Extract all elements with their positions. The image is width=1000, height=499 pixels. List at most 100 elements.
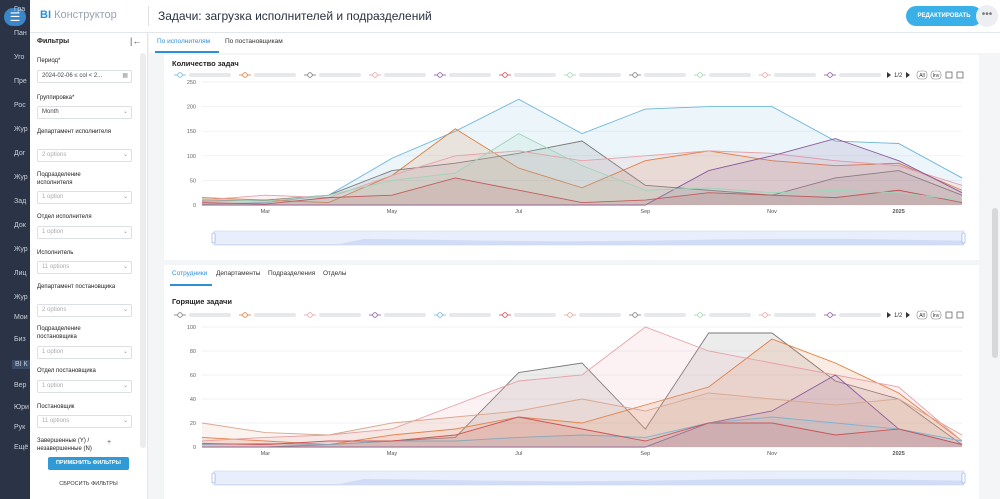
legend-next-icon[interactable] [906, 72, 910, 78]
series-line[interactable] [202, 138, 963, 206]
legend-prev-icon[interactable] [887, 312, 891, 318]
y-tick-label: 0 [193, 203, 196, 209]
legend-label-blur [644, 73, 686, 77]
filters-scrollbar[interactable] [140, 53, 146, 448]
tab-underline [170, 284, 212, 286]
nav-item[interactable]: Дог [14, 150, 26, 157]
zoom-handle-right[interactable] [961, 232, 966, 244]
nav-item[interactable]: Вер [14, 382, 27, 389]
nav-item[interactable]: Жур [14, 174, 28, 181]
series-line[interactable] [201, 416, 963, 446]
legend-next-icon[interactable] [906, 312, 910, 318]
otdel-setter-select[interactable]: 1 option ⌄ [37, 380, 132, 393]
legend-marker [177, 72, 183, 78]
period-field[interactable]: 2024-02-06 ≤ col < 2... ▦ [37, 70, 132, 83]
legend-marker [372, 312, 378, 318]
nav-item[interactable]: Юри [14, 404, 29, 411]
series-line[interactable] [202, 374, 963, 448]
nav-item[interactable]: Мои [14, 314, 28, 321]
legend-inv-button[interactable] [930, 310, 942, 320]
sub-setter-value: 1 option [42, 349, 64, 355]
nav-item[interactable]: Жур [14, 294, 28, 301]
zoom-icon[interactable] [945, 311, 953, 319]
legend-all-button[interactable] [916, 310, 928, 320]
nav-item[interactable]: Зад [14, 198, 27, 205]
legend-label-blur [384, 73, 426, 77]
nav-item[interactable]: Пан [14, 30, 27, 37]
zoom-handle-left[interactable] [211, 232, 216, 244]
x-tick-label: Nov [767, 209, 777, 215]
dept-setter-select[interactable]: 2 options ⌄ [37, 304, 132, 317]
sub-setter-select[interactable]: 1 option ⌄ [37, 346, 132, 359]
tab-departments[interactable]: Департаменты [216, 270, 261, 277]
chart-burning-tasks[interactable]: 0 20 40 60 80 100 Mar May Jul Sep Nov 2025 1/2 All Inv [164, 265, 979, 499]
more-icon[interactable]: ••• [976, 5, 998, 27]
page-title[interactable]: Задачи: загрузка исполнителей и подразде… [158, 9, 432, 23]
tab-by-executors[interactable]: По исполнителям [157, 38, 211, 45]
legend-marker [502, 312, 508, 318]
legend-inv-label: Inv [933, 313, 940, 319]
series-area [202, 150, 962, 205]
period-label: Период* [37, 58, 61, 64]
series-line[interactable] [201, 133, 963, 202]
series-line[interactable] [201, 416, 963, 446]
main-scrollbar[interactable] [992, 208, 998, 358]
legend-all-button[interactable] [916, 70, 928, 80]
nav-item[interactable]: Рук [14, 424, 26, 431]
y-tick-label: 40 [190, 397, 196, 403]
logo[interactable]: BI Конструктор [40, 9, 117, 21]
y-tick-label: 80 [190, 349, 196, 355]
nav-item[interactable]: Док [14, 222, 26, 229]
nav-item[interactable]: Уго [14, 54, 25, 61]
series-line[interactable] [201, 128, 963, 203]
tab-employees[interactable]: Сотрудники [172, 270, 208, 277]
edit-button[interactable]: РЕДАКТИРОВАТЬ [906, 6, 982, 26]
reset-filters-button[interactable]: СБРОСИТЬ ФИЛЬТРЫ [59, 481, 118, 487]
filters-title: Фильтры [37, 38, 70, 45]
series-line[interactable] [201, 392, 963, 436]
tab-subdivisions[interactable]: Подразделения [268, 270, 316, 277]
series-line[interactable] [201, 177, 963, 205]
zoom-icon[interactable] [945, 71, 953, 79]
collapse-icon[interactable]: |← [130, 36, 142, 46]
restore-icon[interactable] [956, 311, 964, 319]
nav-item[interactable]: Гра [14, 6, 26, 13]
nav-item[interactable]: Лиц [14, 270, 27, 277]
nav-item[interactable]: Ещё [14, 444, 29, 451]
sub-exec-select[interactable]: 1 option ⌄ [37, 191, 132, 204]
setter-select[interactable]: 11 options ⌄ [37, 415, 132, 428]
plus-icon[interactable]: + [107, 439, 112, 446]
nav-item[interactable]: Жур [14, 126, 28, 133]
calendar-icon[interactable]: ▦ [122, 73, 128, 79]
menu-icon[interactable]: ☰ [4, 8, 26, 26]
chevron-down-icon: ⌄ [122, 349, 128, 355]
nav-item[interactable]: BI К [12, 360, 30, 369]
chevron-down-icon: ⌄ [122, 307, 128, 313]
chevron-down-icon: ⌄ [122, 264, 128, 270]
nav-item[interactable]: Жур [14, 246, 28, 253]
nav-item[interactable]: Рос [14, 102, 26, 109]
otdel-exec-select[interactable]: 1 option ⌄ [37, 226, 132, 239]
logo-bi: BI [40, 9, 51, 21]
nav-item[interactable]: Биз [14, 336, 26, 343]
y-tick-label: 0 [193, 445, 196, 451]
nav-item[interactable]: Пре [14, 78, 27, 85]
legend-label-blur [189, 73, 231, 77]
tab-otdels[interactable]: Отделы [323, 270, 347, 277]
chevron-down-icon[interactable]: ⌄ [374, 10, 382, 20]
grouping-select[interactable]: Month ⌄ [37, 106, 132, 119]
legend-inv-button[interactable] [930, 70, 942, 80]
zoom-handle-left[interactable] [211, 472, 216, 484]
restore-icon[interactable] [956, 71, 964, 79]
y-tick-label: 150 [187, 129, 196, 135]
dept-exec-select[interactable]: 2 options ⌄ [37, 149, 132, 162]
exec-select[interactable]: 11 options ⌄ [37, 261, 132, 274]
x-tick-label: Jul [515, 451, 522, 457]
y-tick-label: 250 [187, 80, 196, 86]
legend-prev-icon[interactable] [887, 72, 891, 78]
tab-by-setters[interactable]: По постановщикам [225, 38, 283, 45]
chart-tasks-count[interactable]: 0 50 100 150 200 250 Mar May Jul Sep Nov 2025 1/2 All… [164, 55, 979, 260]
legend-marker [372, 72, 378, 78]
apply-filters-button[interactable]: ПРИМЕНИТЬ ФИЛЬТРЫ [48, 457, 129, 470]
zoom-handle-right[interactable] [961, 472, 966, 484]
